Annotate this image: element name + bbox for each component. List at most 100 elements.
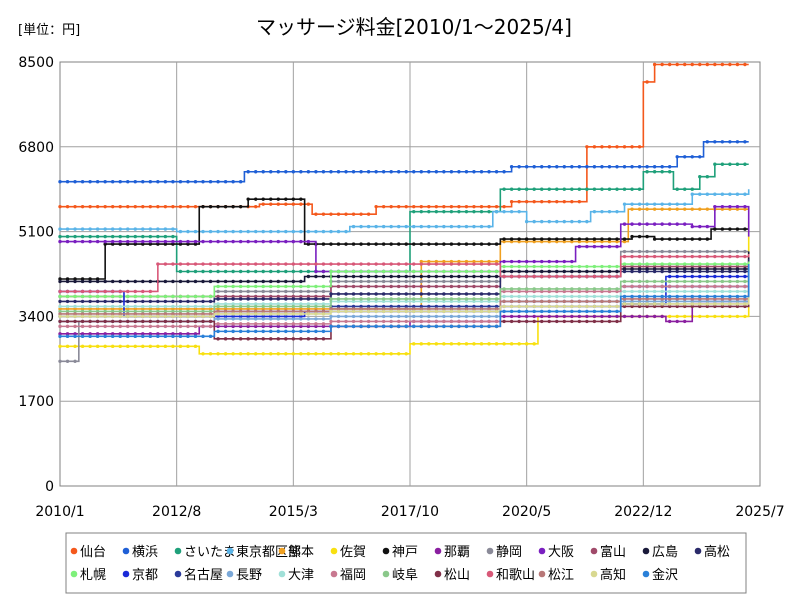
data-point bbox=[524, 319, 529, 324]
data-point bbox=[246, 352, 250, 356]
data-point bbox=[381, 309, 386, 314]
data-point bbox=[141, 180, 145, 184]
data-point bbox=[404, 324, 408, 329]
data-point bbox=[517, 289, 521, 294]
data-point bbox=[683, 279, 687, 284]
data-point bbox=[517, 269, 521, 274]
data-point bbox=[652, 279, 657, 284]
legend-item: 松山 bbox=[434, 568, 470, 583]
data-point bbox=[464, 170, 469, 174]
data-point bbox=[73, 239, 77, 244]
data-point bbox=[427, 274, 431, 279]
data-point bbox=[698, 299, 702, 304]
data-point bbox=[449, 204, 454, 209]
data-point bbox=[442, 319, 446, 324]
data-point bbox=[126, 344, 130, 349]
data-point bbox=[427, 314, 431, 319]
data-point bbox=[615, 287, 619, 291]
data-point bbox=[118, 319, 122, 324]
data-point bbox=[178, 279, 183, 284]
data-point bbox=[419, 262, 423, 266]
data-point bbox=[532, 294, 536, 299]
data-point bbox=[690, 237, 694, 241]
data-point bbox=[321, 322, 326, 326]
data-point bbox=[269, 170, 273, 174]
data-point bbox=[698, 192, 702, 196]
data-point bbox=[713, 254, 717, 259]
data-point bbox=[675, 155, 679, 159]
data-point bbox=[652, 249, 657, 254]
data-point bbox=[434, 342, 439, 346]
data-point bbox=[238, 317, 243, 321]
data-point bbox=[261, 202, 265, 206]
data-point bbox=[698, 155, 702, 159]
data-point bbox=[306, 337, 311, 341]
data-point bbox=[404, 352, 408, 356]
data-point bbox=[683, 297, 687, 301]
data-point bbox=[509, 294, 514, 299]
data-point bbox=[728, 297, 732, 301]
data-point bbox=[186, 319, 190, 324]
data-point bbox=[253, 269, 258, 274]
data-point bbox=[141, 309, 145, 314]
data-point bbox=[261, 229, 265, 234]
data-point bbox=[269, 279, 273, 284]
data-point bbox=[208, 269, 213, 274]
data-point bbox=[389, 204, 393, 209]
data-point bbox=[690, 297, 694, 301]
legend-label: 仙台 bbox=[80, 545, 106, 560]
data-point bbox=[442, 209, 446, 214]
data-point bbox=[547, 314, 551, 319]
data-point bbox=[73, 332, 77, 336]
data-point bbox=[291, 269, 296, 274]
data-point bbox=[690, 249, 694, 254]
data-point bbox=[299, 239, 303, 244]
data-point bbox=[291, 262, 296, 266]
data-point bbox=[306, 309, 311, 314]
data-point bbox=[577, 239, 582, 244]
data-point bbox=[344, 304, 348, 309]
data-point bbox=[171, 344, 175, 349]
y-tick-label: 5100 bbox=[18, 225, 54, 241]
data-point bbox=[622, 239, 627, 244]
data-point bbox=[216, 309, 220, 314]
data-point bbox=[517, 309, 521, 314]
data-point bbox=[163, 324, 168, 329]
data-point bbox=[494, 170, 499, 174]
data-point bbox=[479, 279, 484, 284]
data-point bbox=[284, 309, 288, 314]
data-point bbox=[720, 264, 725, 269]
data-point bbox=[118, 227, 122, 231]
data-point bbox=[434, 262, 439, 266]
data-point bbox=[735, 274, 740, 279]
data-point bbox=[299, 322, 303, 326]
data-point bbox=[374, 279, 378, 284]
legend-item: 東京都区部 bbox=[226, 544, 301, 560]
data-point bbox=[156, 334, 160, 339]
data-point bbox=[246, 337, 250, 341]
data-point bbox=[592, 239, 597, 244]
data-point bbox=[118, 344, 122, 349]
data-point bbox=[449, 342, 454, 346]
data-point bbox=[728, 302, 732, 306]
data-point bbox=[487, 324, 491, 329]
data-point bbox=[163, 299, 168, 304]
data-point bbox=[434, 324, 439, 329]
data-point bbox=[502, 187, 506, 191]
data-point bbox=[216, 302, 220, 306]
data-point bbox=[65, 234, 70, 239]
data-point bbox=[216, 337, 220, 341]
data-point bbox=[728, 299, 732, 304]
legend-marker bbox=[642, 547, 650, 555]
data-point bbox=[186, 242, 190, 246]
data-point bbox=[630, 284, 634, 289]
data-point bbox=[201, 204, 205, 209]
data-point bbox=[58, 304, 62, 309]
data-point bbox=[442, 292, 446, 296]
data-point bbox=[95, 277, 100, 281]
data-point bbox=[141, 314, 145, 319]
data-point bbox=[276, 314, 280, 319]
data-point bbox=[201, 334, 205, 339]
data-point bbox=[321, 304, 326, 309]
data-point bbox=[728, 264, 732, 269]
